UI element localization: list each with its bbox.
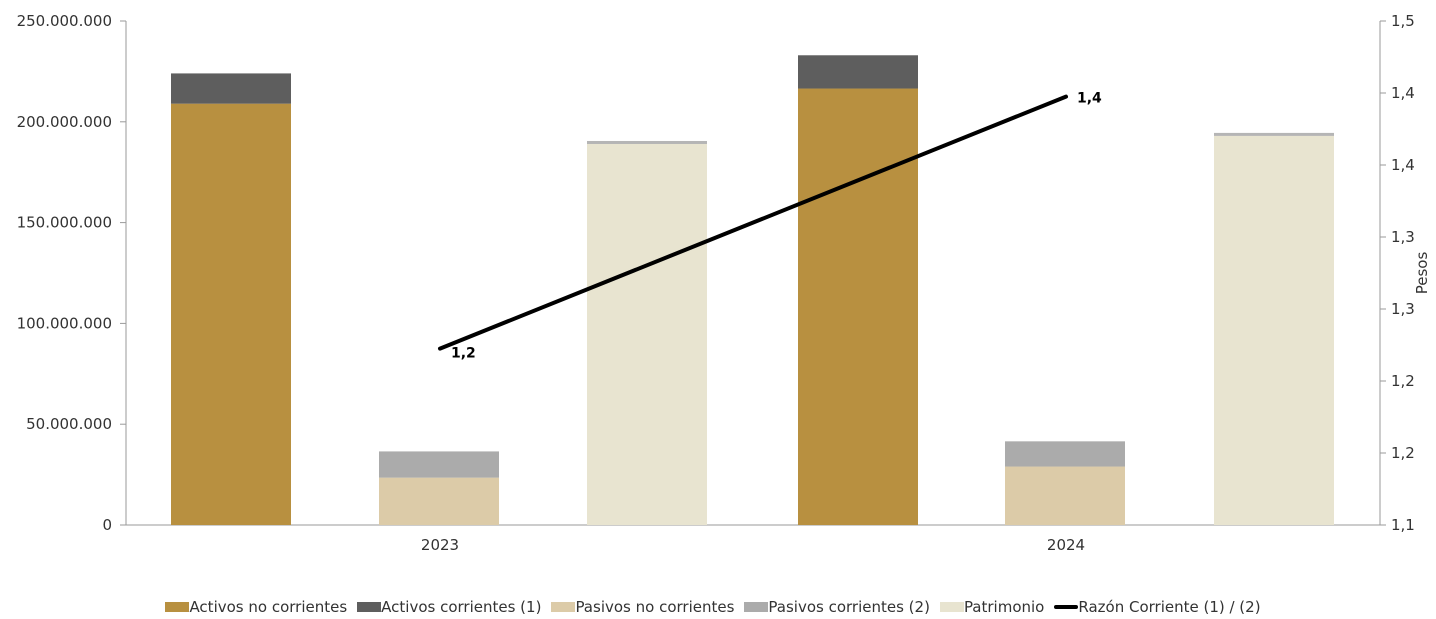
bar-patrimonio	[587, 143, 707, 525]
bar-activos-corrientes	[798, 55, 918, 89]
y-right-axis-title: Pesos	[1413, 252, 1431, 295]
y-left-tick-label: 200.000.000	[17, 113, 112, 131]
bar-patrimonio	[1214, 135, 1334, 526]
legend-label: Pasivos corrientes (2)	[768, 598, 930, 616]
y-right-tick-label: 1,3	[1391, 228, 1415, 246]
x-category-label: 2024	[1047, 536, 1085, 554]
ratio-line-point	[1065, 96, 1067, 98]
legend-item: Pasivos corrientes (2)	[744, 598, 930, 616]
legend-label: Razón Corriente (1) / (2)	[1078, 598, 1261, 616]
legend-swatch	[551, 602, 576, 612]
ratio-line-point	[439, 348, 441, 350]
y-left-tick-label: 100.000.000	[17, 314, 112, 332]
bar-pasivos-no-corrientes	[379, 477, 499, 525]
bar-activos-no-corrientes	[798, 88, 918, 525]
bar-pasivos-no-corrientes	[1005, 466, 1125, 525]
y-left-tick-label: 0	[102, 516, 112, 534]
bar-patrimonio-cap	[587, 140, 707, 144]
legend-item: Patrimonio	[939, 598, 1045, 616]
legend-swatch	[357, 602, 382, 612]
y-left-tick-label: 150.000.000	[17, 214, 112, 232]
y-right-tick-label: 1,4	[1391, 84, 1415, 102]
y-right-tick-label: 1,1	[1391, 516, 1415, 534]
bars	[171, 55, 1334, 526]
ratio-line-path	[438, 94, 1068, 351]
y-left-tick-label: 250.000.000	[17, 12, 112, 30]
bar-pasivos-corrientes	[379, 451, 499, 478]
bar-patrimonio-cap	[1214, 132, 1334, 136]
legend-label: Patrimonio	[963, 598, 1045, 616]
axis-labels: 0 50.000.000 100.000.000 150.000.000 200.000…	[17, 12, 1431, 554]
legend-label: Activos corrientes (1)	[381, 598, 542, 616]
legend-item: Activos corrientes (1)	[357, 598, 541, 616]
legend-item: Activos no corrientes	[165, 598, 347, 616]
y-right-tick-label: 1,5	[1391, 12, 1415, 30]
legend: Activos no corrientes Activos corrientes …	[0, 598, 1436, 616]
bar-activos-corrientes	[171, 73, 291, 104]
x-category-label: 2023	[421, 536, 459, 554]
bar-pasivos-corrientes	[1005, 441, 1125, 467]
legend-label: Pasivos no corrientes	[575, 598, 735, 616]
legend-swatch	[939, 602, 964, 612]
legend-item: Pasivos no corrientes	[551, 598, 734, 616]
y-right-tick-label: 1,2	[1391, 444, 1415, 462]
y-right-tick-label: 1,4	[1391, 156, 1415, 174]
ratio-data-label: 1,2	[451, 346, 476, 362]
legend-item: Razón Corriente (1) / (2)	[1054, 598, 1261, 616]
y-right-tick-label: 1,2	[1391, 372, 1415, 390]
ratio-data-label: 1,4	[1077, 91, 1102, 107]
legend-swatch	[1054, 605, 1079, 609]
y-left-tick-label: 50.000.000	[26, 415, 112, 433]
legend-swatch	[744, 602, 769, 612]
legend-swatch	[165, 602, 190, 612]
legend-label: Activos no corrientes	[189, 598, 348, 616]
bar-activos-no-corrientes	[171, 103, 291, 525]
axes	[120, 20, 1386, 526]
ratio-line: 1,2 1,4	[438, 91, 1102, 362]
y-right-tick-label: 1,3	[1391, 300, 1415, 318]
